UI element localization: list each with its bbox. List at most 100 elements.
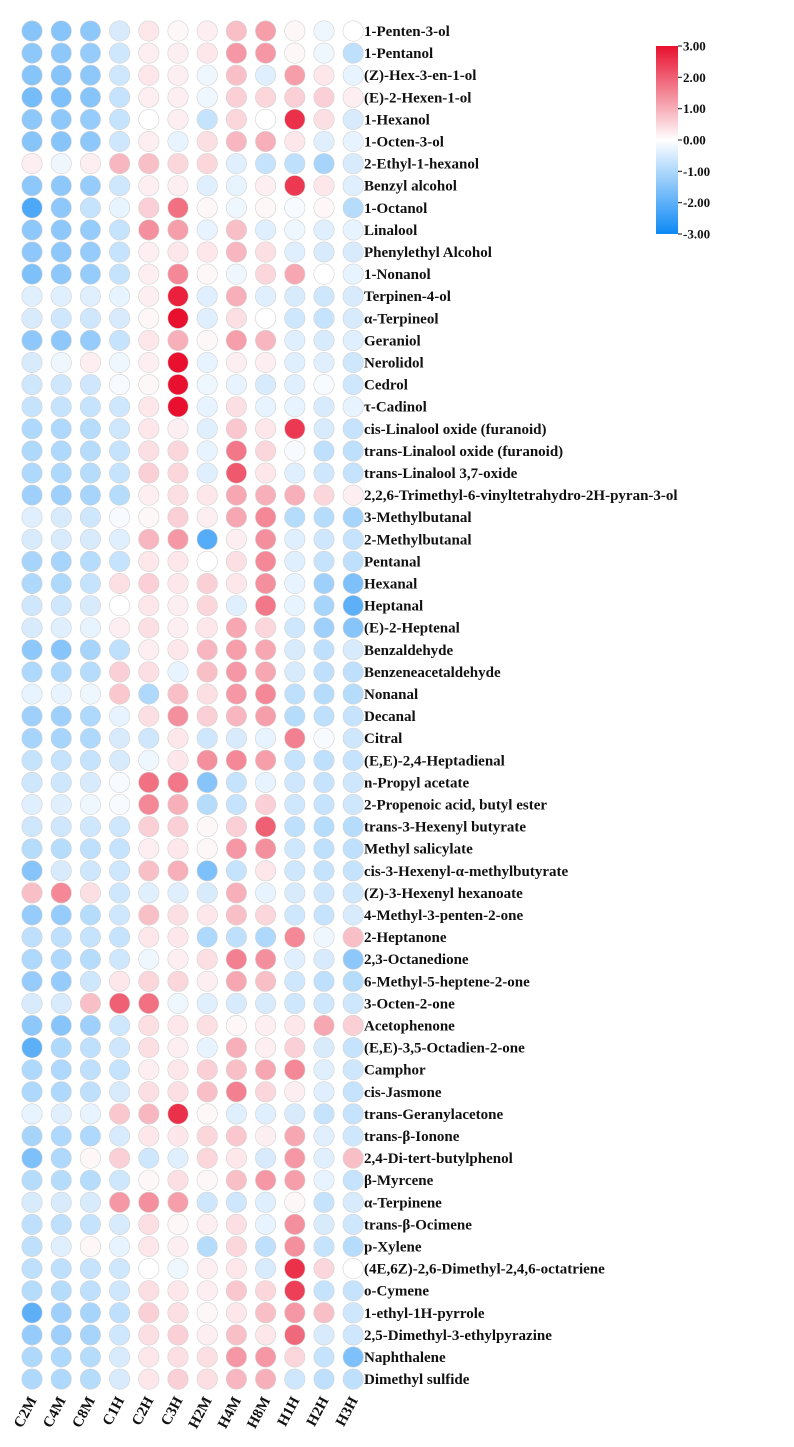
heatmap-cell [79, 793, 101, 815]
heatmap-cell [342, 882, 364, 904]
heatmap-cell [167, 241, 189, 263]
heatmap-cell [109, 20, 131, 42]
column-label: H8M [244, 1394, 274, 1431]
heatmap-cell [21, 1037, 43, 1059]
heatmap-cell [313, 108, 335, 130]
heatmap-cell [225, 661, 247, 683]
heatmap-cell [167, 572, 189, 594]
heatmap-cell [196, 948, 218, 970]
row-label: trans-β-Ocimene [364, 1217, 472, 1233]
heatmap-cell [342, 528, 364, 550]
row-label: (4E,6Z)-2,6-Dimethyl-2,4,6-octatriene [364, 1262, 605, 1278]
heatmap-cell [50, 1302, 72, 1324]
heatmap-cell [167, 528, 189, 550]
heatmap-cell [225, 970, 247, 992]
heatmap-cell [196, 992, 218, 1014]
heatmap-cell [196, 219, 218, 241]
heatmap-cell [138, 838, 160, 860]
heatmap-cell [284, 506, 306, 528]
heatmap-cell [225, 749, 247, 771]
heatmap-cell [109, 241, 131, 263]
heatmap-cell [50, 1125, 72, 1147]
heatmap-cell [225, 1368, 247, 1390]
heatmap-cell [225, 131, 247, 153]
heatmap-cell [109, 816, 131, 838]
heatmap-cell [50, 1147, 72, 1169]
heatmap-cell [109, 1103, 131, 1125]
heatmap-cell [225, 219, 247, 241]
heatmap-cell [342, 1014, 364, 1036]
row-label: Citral [364, 731, 402, 747]
heatmap-cell [79, 462, 101, 484]
heatmap-cell [196, 20, 218, 42]
heatmap-cell [255, 219, 277, 241]
heatmap-cell [196, 1125, 218, 1147]
heatmap-cell [225, 462, 247, 484]
heatmap-cell [21, 175, 43, 197]
heatmap-cell [138, 263, 160, 285]
heatmap-cell [284, 595, 306, 617]
heatmap-cell [167, 970, 189, 992]
heatmap-cell [255, 1125, 277, 1147]
heatmap-cell [138, 241, 160, 263]
heatmap-cell [138, 970, 160, 992]
heatmap-cell [167, 1169, 189, 1191]
heatmap-cell [109, 263, 131, 285]
heatmap-cell [284, 64, 306, 86]
heatmap-cell [109, 904, 131, 926]
heatmap-cell [225, 374, 247, 396]
row-label: n-Propyl acetate [364, 775, 469, 791]
heatmap-cell [196, 197, 218, 219]
heatmap-cell [342, 153, 364, 175]
heatmap-cell [167, 351, 189, 373]
heatmap-cell [342, 992, 364, 1014]
row-label: 1-Hexanol [364, 112, 430, 128]
heatmap-cell [109, 528, 131, 550]
heatmap-cell [313, 484, 335, 506]
heatmap-cell [167, 1081, 189, 1103]
column-label: C8M [70, 1394, 99, 1430]
heatmap-cell [138, 1324, 160, 1346]
heatmap-cell [313, 1169, 335, 1191]
heatmap-cell [21, 86, 43, 108]
heatmap-cell [50, 1081, 72, 1103]
heatmap-cell [109, 285, 131, 307]
heatmap-cell [167, 1103, 189, 1125]
heatmap-cell [138, 175, 160, 197]
heatmap-cell [79, 396, 101, 418]
heatmap-cell [21, 948, 43, 970]
column-labels: C2M C4M C8M C1H C2H C3H H2M H4M H8M H1H H2H H3H [11, 1394, 362, 1431]
heatmap-cell [313, 1280, 335, 1302]
heatmap-cell [342, 617, 364, 639]
heatmap-cell [138, 153, 160, 175]
heatmap-cell [138, 42, 160, 64]
heatmap-cell [138, 131, 160, 153]
heatmap-cell [255, 1169, 277, 1191]
heatmap-cell [79, 992, 101, 1014]
heatmap-cell [284, 1059, 306, 1081]
heatmap-cell [342, 595, 364, 617]
heatmap-cell [225, 1258, 247, 1280]
heatmap-cell [225, 418, 247, 440]
heatmap-cell [79, 329, 101, 351]
heatmap-cell [196, 705, 218, 727]
row-label: Acetophenone [364, 1019, 455, 1035]
heatmap-cell [313, 329, 335, 351]
heatmap-cell [21, 351, 43, 373]
row-label: 3-Methylbutanal [364, 510, 472, 526]
row-label: 1-Octen-3-ol [364, 135, 444, 151]
heatmap-cell [196, 1169, 218, 1191]
heatmap-cell [138, 595, 160, 617]
heatmap-cell [109, 1147, 131, 1169]
heatmap-cell [342, 639, 364, 661]
heatmap-cell [21, 374, 43, 396]
heatmap-cell [50, 285, 72, 307]
heatmap-cell [313, 595, 335, 617]
row-label: Pentanal [364, 554, 421, 570]
heatmap-cell [138, 20, 160, 42]
heatmap-cell [21, 661, 43, 683]
heatmap-cell [284, 1037, 306, 1059]
row-label: cis-Jasmone [364, 1085, 442, 1101]
heatmap-cell [342, 219, 364, 241]
column-label: H4M [215, 1394, 245, 1431]
